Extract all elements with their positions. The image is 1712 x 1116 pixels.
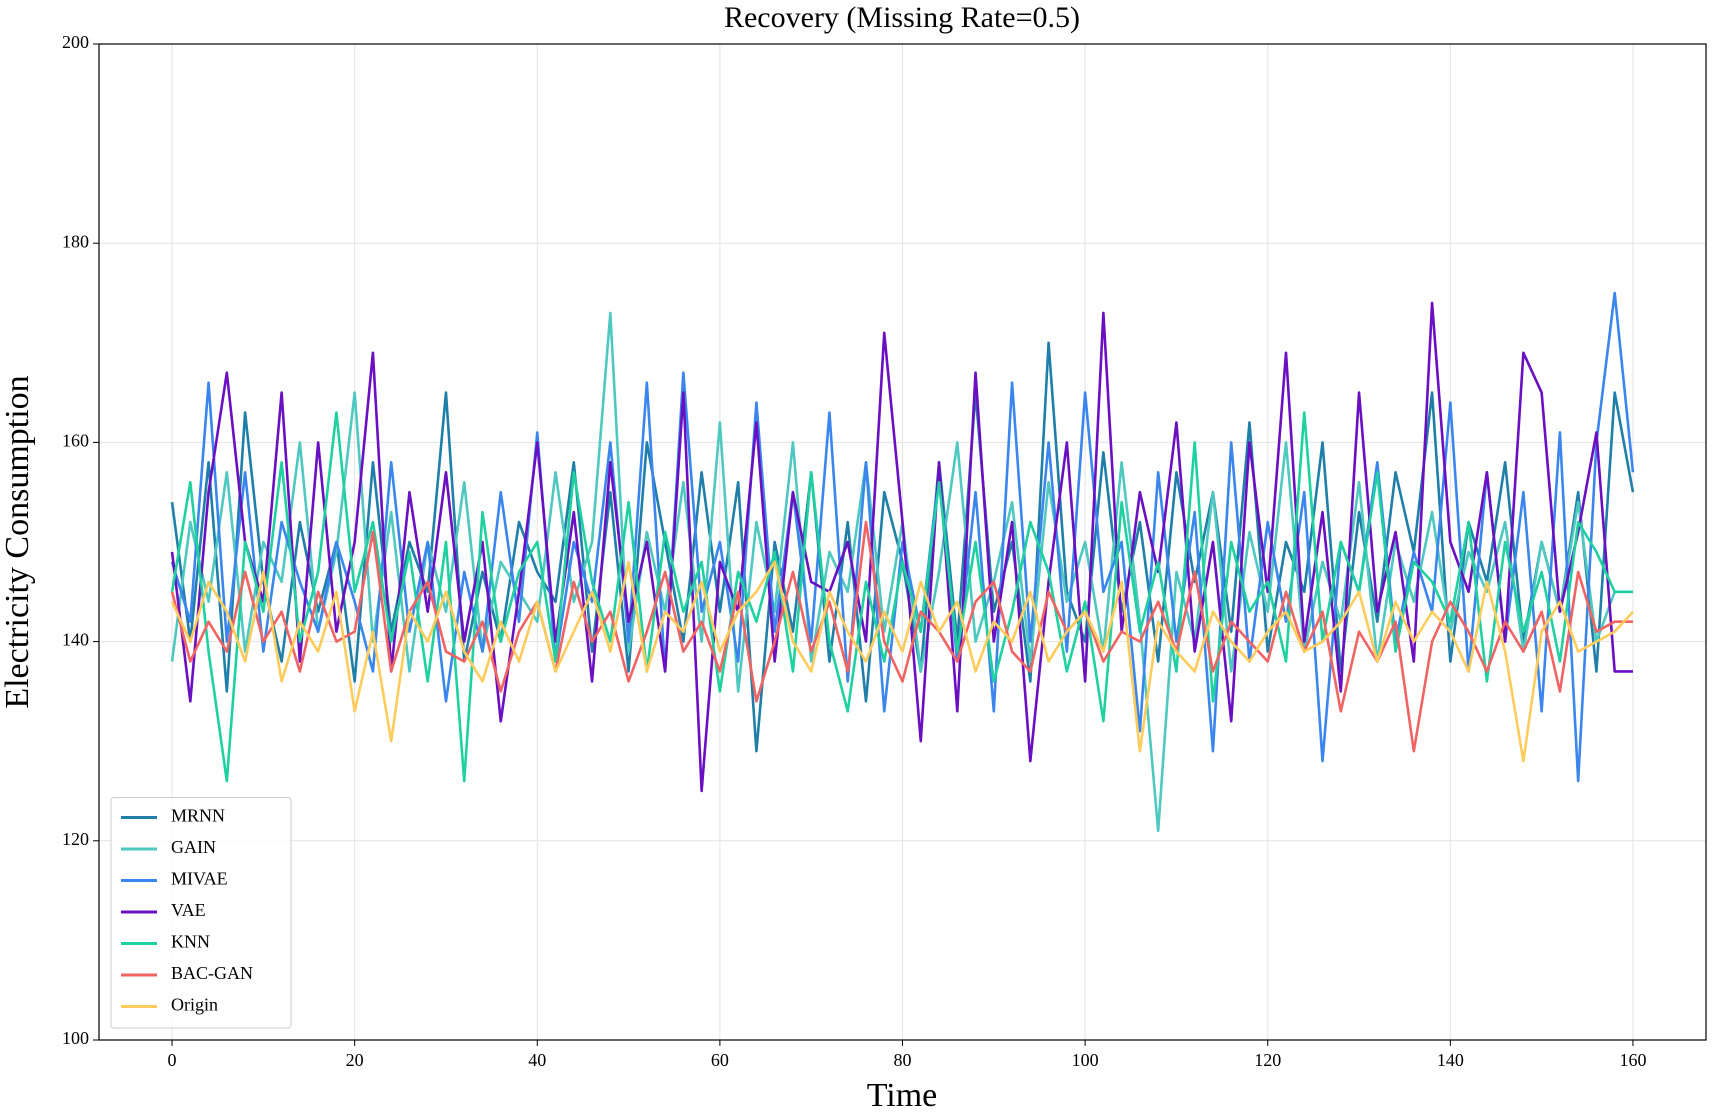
x-tick-label: 0: [168, 1050, 177, 1070]
series-line: [170, 301, 1633, 793]
legend-label: MRNN: [171, 806, 225, 826]
x-tick-label: 120: [1254, 1050, 1281, 1070]
y-tick-label: 180: [62, 231, 89, 251]
legend-label: GAIN: [171, 837, 216, 857]
x-tick-label: 160: [1619, 1050, 1646, 1070]
series-line: [170, 520, 1633, 753]
series-line: [170, 560, 1634, 763]
x-tick-label: 20: [346, 1050, 364, 1070]
legend-label: MIVAE: [171, 869, 228, 889]
y-tick-label: 120: [62, 829, 89, 849]
x-tick-label: 40: [528, 1050, 546, 1070]
series-line: [170, 411, 1633, 783]
x-tick-label: 140: [1437, 1050, 1464, 1070]
legend-label: BAC-GAN: [171, 963, 253, 983]
chart-title: Recovery (Missing Rate=0.5): [724, 1, 1080, 34]
x-axis-label: Time: [867, 1077, 938, 1114]
y-tick-label: 100: [62, 1028, 89, 1048]
x-tick-label: 100: [1072, 1050, 1099, 1070]
y-tick-label: 160: [62, 431, 89, 451]
plot-frame: [98, 43, 1707, 1041]
x-tick-label: 80: [894, 1050, 912, 1070]
legend-box: [110, 797, 292, 1029]
y-axis-label: Electricity Consumption: [0, 375, 36, 708]
x-tick-label: 60: [711, 1050, 729, 1070]
legend-label: VAE: [171, 900, 206, 920]
legend-label: KNN: [171, 932, 210, 952]
y-tick-label: 200: [62, 32, 89, 52]
y-tick-label: 140: [62, 630, 89, 650]
legend-label: Origin: [171, 995, 218, 1015]
